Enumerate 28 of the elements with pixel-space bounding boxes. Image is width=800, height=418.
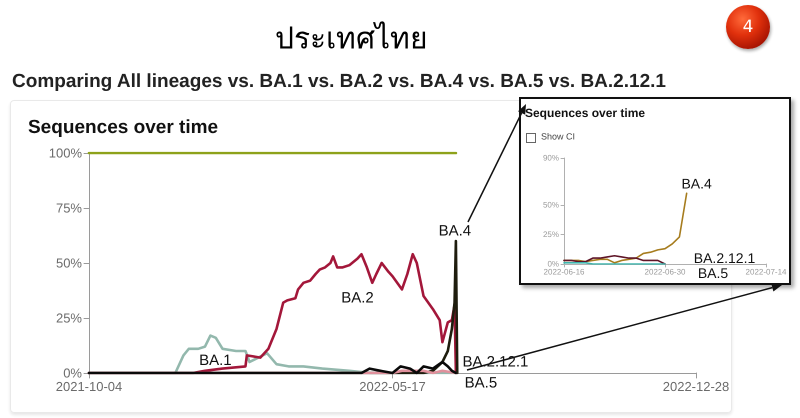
x-tick-label: 2021-10-04 (56, 379, 122, 394)
line-series (563, 254, 666, 265)
x-tick-label: 2022-12-28 (662, 379, 730, 394)
y-tick-label: 0% (63, 366, 82, 380)
series-label: BA.4 (438, 222, 472, 240)
y-tick-label: 25% (542, 230, 559, 240)
y-tick-label: 100% (48, 146, 82, 160)
series-label: BA.1 (199, 352, 232, 370)
x-tick-label: 2022-07-14 (746, 268, 788, 276)
y-tick-label: 25% (56, 310, 82, 326)
y-tick-label: 90% (542, 154, 559, 162)
text: BA.5 (698, 264, 728, 281)
y-tick-label: 50% (542, 200, 559, 210)
text: Sequences over time (28, 117, 218, 138)
chart-subtitle: Comparing All lineages vs. BA.1 vs. BA.2 vs. BA.4 vs. BA.5 vs. BA.2.12.1 (12, 71, 666, 92)
y-tick-label: 0% (547, 260, 559, 268)
x-tick-label: 2022-06-30 (644, 268, 686, 276)
chart-title: Sequences over time (525, 106, 646, 120)
text: Show CI (541, 132, 576, 142)
series-label: BA.2 (341, 290, 374, 307)
text: BA.2.12.1 (694, 250, 756, 266)
y-tick-label: 75% (56, 200, 82, 216)
series-label: BA.4 (681, 175, 712, 192)
y-tick-label: 50% (56, 256, 82, 270)
chart-title: ประเทศไทย (275, 20, 428, 56)
series-label: BA.5 (464, 374, 498, 392)
x-tick-label: 2022-05-17 (359, 379, 426, 394)
x-tick-label: 2022-06-16 (544, 268, 586, 276)
